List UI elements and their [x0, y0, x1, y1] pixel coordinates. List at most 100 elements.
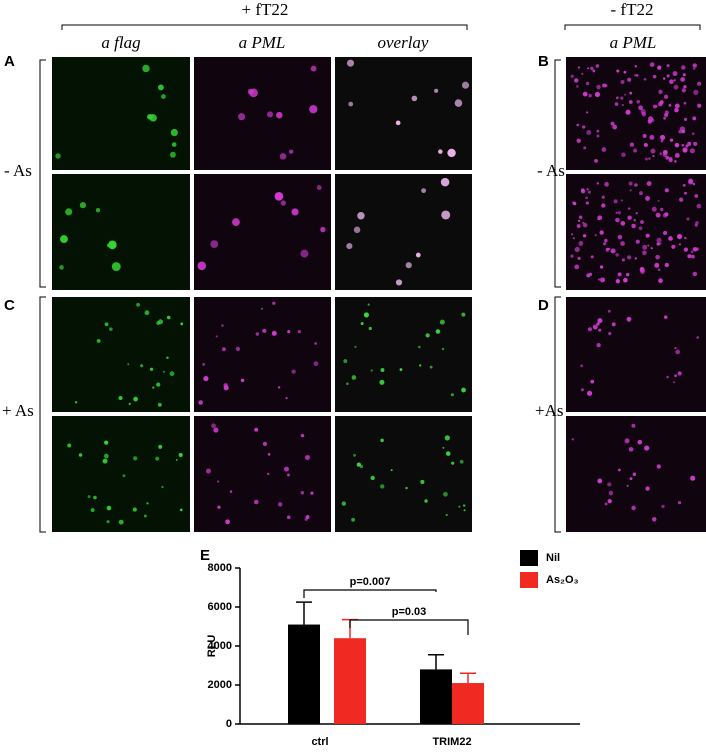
column-label: a PML [239, 33, 286, 52]
speckle [597, 318, 603, 324]
speckle [171, 142, 177, 147]
speckle [666, 64, 670, 68]
speckle [314, 342, 317, 345]
speckle [675, 349, 681, 355]
speckle [657, 65, 662, 70]
speckle [586, 130, 592, 135]
speckle [104, 453, 109, 459]
speckle [316, 185, 322, 191]
speckle [592, 69, 596, 73]
speckle [656, 242, 660, 246]
speckle [685, 144, 689, 148]
speckle [588, 272, 593, 277]
column-label: a flag [101, 33, 140, 52]
speckle [599, 230, 604, 235]
speckle [640, 108, 646, 115]
speckle [320, 226, 326, 233]
speckle [346, 59, 355, 67]
speckle [596, 129, 600, 133]
speckle [353, 226, 361, 234]
speckle [429, 365, 433, 369]
speckle [379, 379, 385, 385]
speckle [663, 116, 666, 120]
speckle [419, 364, 422, 367]
speckle [690, 250, 694, 254]
speckle [272, 301, 276, 305]
speckle [633, 219, 637, 222]
speckle [585, 81, 590, 86]
speckle [663, 94, 669, 99]
speckle [650, 118, 655, 123]
speckle [688, 179, 694, 185]
speckle [59, 265, 64, 270]
speckle [128, 402, 131, 406]
x-tick-label: TRIM22 [432, 736, 471, 748]
speckle [118, 395, 123, 401]
speckle [155, 456, 160, 461]
speckle [360, 322, 364, 326]
speckle [608, 247, 611, 250]
speckle [608, 490, 614, 496]
speckle [390, 469, 393, 472]
speckle [659, 135, 664, 140]
speckle [267, 472, 270, 476]
speckle [300, 433, 305, 438]
speckle [627, 77, 632, 82]
speckle [279, 153, 287, 160]
speckle [623, 70, 627, 74]
speckle [213, 427, 219, 433]
speckle [613, 199, 618, 204]
speckle [680, 77, 685, 82]
speckle [623, 93, 626, 96]
speckle [678, 197, 684, 202]
speckle [262, 441, 268, 447]
speckle [104, 322, 109, 327]
speckle [694, 223, 698, 227]
speckle [157, 84, 164, 91]
speckle [607, 482, 612, 487]
speckle [210, 240, 219, 249]
speckle [615, 279, 621, 284]
speckle [674, 142, 680, 148]
row-label: + As [2, 401, 34, 420]
speckle [601, 203, 606, 208]
speckle [405, 486, 408, 490]
speckle [420, 479, 425, 485]
micrograph [52, 57, 190, 170]
speckle [677, 501, 682, 505]
speckle [122, 474, 126, 478]
speckle [596, 343, 601, 348]
speckle [367, 303, 370, 306]
speckle [666, 74, 670, 78]
speckle [627, 215, 632, 220]
speckle [356, 462, 361, 467]
speckle [629, 91, 633, 95]
speckle [285, 397, 288, 400]
speckle [235, 346, 241, 352]
speckle [650, 148, 656, 154]
speckle [665, 155, 670, 160]
speckle [587, 190, 591, 194]
speckle [691, 254, 695, 259]
speckle [674, 374, 677, 378]
speckle [216, 480, 220, 483]
speckle [657, 199, 660, 202]
speckle [682, 183, 686, 187]
speckle [617, 272, 622, 277]
speckle [351, 517, 356, 522]
speckle [240, 378, 245, 383]
speckle [615, 217, 620, 223]
y-tick-label: 4000 [208, 640, 232, 652]
speckle [260, 307, 264, 310]
speckle [612, 124, 618, 130]
speckle [291, 369, 296, 374]
speckle [586, 111, 589, 114]
speckle [661, 504, 665, 509]
speckle [146, 502, 149, 505]
speckle [635, 211, 638, 215]
speckle [631, 223, 636, 229]
speckle [461, 387, 466, 393]
speckle [229, 490, 233, 493]
speckle [118, 519, 124, 525]
speckle [454, 99, 463, 107]
